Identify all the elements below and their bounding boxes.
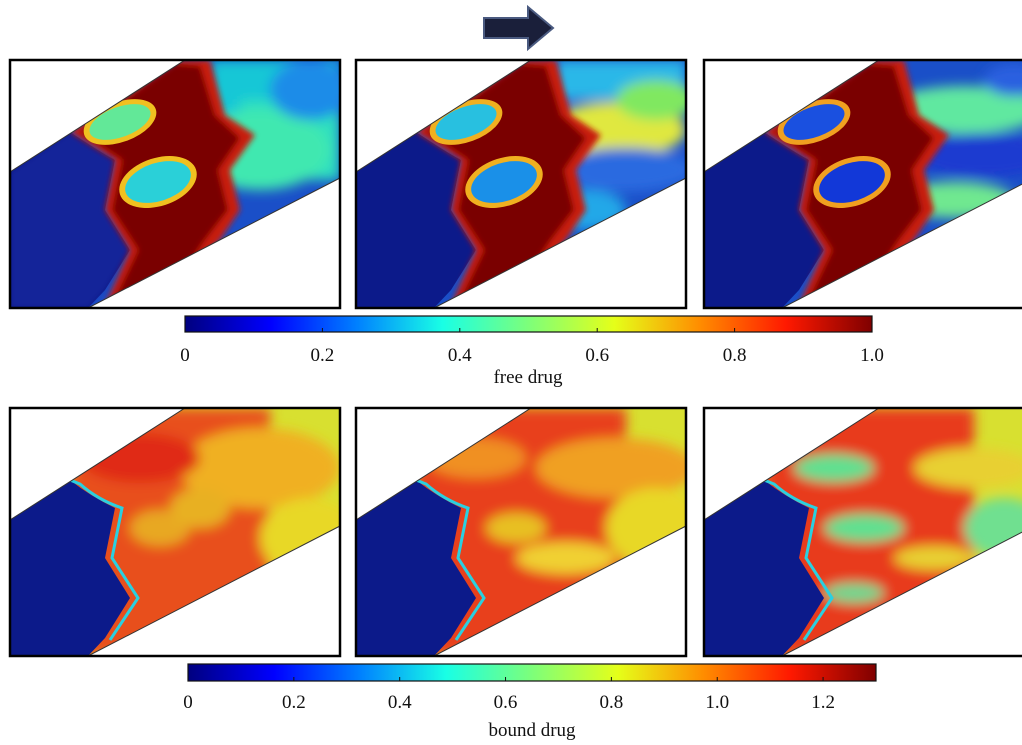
panel-bound-a [8,406,342,658]
panel-frame [8,58,342,310]
panel-free-b [354,58,688,310]
colorbar-tick-label: 0.2 [311,345,335,366]
panel-frame [354,406,688,658]
right-arrow-icon [483,4,555,52]
panel-frame [702,406,1022,658]
colorbar-tick-label: 0.4 [448,345,472,366]
colorbar-tick-label: 0 [183,692,193,713]
panel-bound-c [702,406,1022,658]
colorbar-bound-drug: 0 0.2 0.4 0.6 0.8 1.0 1.2 bound drug [183,663,877,741]
panel-bound-b [354,406,688,658]
colorbar-label: bound drug [488,720,576,741]
panel-frame [354,58,688,310]
colorbar-tick-label: 0 [180,345,190,366]
colorbar-tick-label: 0.8 [723,345,747,366]
panel-frame [8,406,342,658]
colorbar-tick-label: 0.6 [585,345,609,366]
colorbar-tick-label: 1.2 [811,692,835,713]
colorbar-gradient [187,663,877,682]
colorbar-tick-label: 1.0 [705,692,729,713]
colorbar-label: free drug [493,367,563,388]
colorbar-tick-label: 1.0 [860,345,884,366]
colorbar-tick-label: 0.6 [494,692,518,713]
colorbar-ticks: 0 0.2 0.4 0.6 0.8 1.0 [180,328,884,366]
colorbar-tick-label: 0.8 [600,692,624,713]
colorbar-free-drug: 0 0.2 0.4 0.6 0.8 1.0 free drug [180,315,884,388]
panel-free-c [702,58,1022,310]
colorbar-tick-label: 0.2 [282,692,306,713]
colorbar-tick-label: 0.4 [388,692,412,713]
colorbar-gradient [184,315,873,333]
panel-frame [702,58,1022,310]
panel-grid [8,58,1022,658]
panel-free-a [8,58,342,310]
colorbar-ticks: 0 0.2 0.4 0.6 0.8 1.0 1.2 [183,677,835,713]
